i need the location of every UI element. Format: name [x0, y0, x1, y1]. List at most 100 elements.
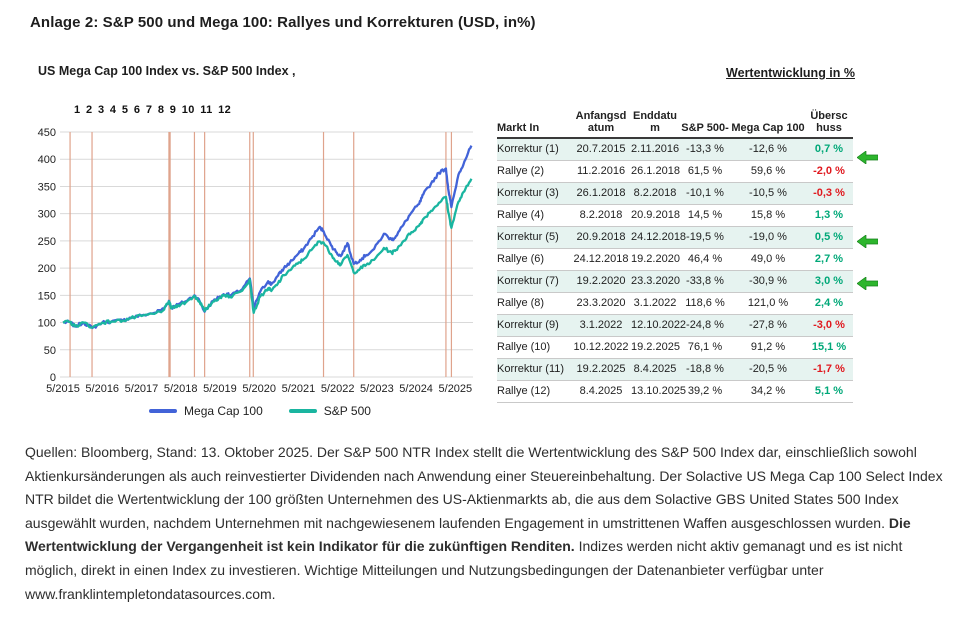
end-date: 2.11.2016: [631, 143, 680, 155]
excess-return: 5,1 %: [814, 385, 844, 397]
column-header: Überschuss: [810, 110, 848, 134]
table-row: Korrektur (5) 20.9.2018 24.12.2018 -19,5 % -…: [497, 227, 853, 249]
start-date: 19.2.2020: [576, 275, 626, 287]
green-left-arrow-icon: [857, 235, 878, 248]
market-phase: Korrektur (9): [497, 319, 559, 331]
y-axis-tick-label: 350: [38, 181, 56, 193]
x-axis-tick-label: 5/2016: [85, 383, 119, 395]
series-line: [62, 178, 473, 329]
x-axis-tick-label: 5/2015: [46, 383, 80, 395]
megacap-return: -19,0 %: [749, 231, 787, 243]
market-phase: Rallye (6): [497, 253, 545, 265]
y-axis-tick-label: 100: [38, 318, 56, 330]
market-phase: Korrektur (3): [497, 187, 559, 199]
column-header: Enddatum: [633, 110, 677, 134]
footnote: Quellen: Bloomberg, Stand: 13. Oktober 2…: [25, 441, 953, 606]
footnote-text-after: Indizes werden nicht aktiv gemanagt und …: [25, 538, 903, 602]
column-header: Markt In: [497, 122, 540, 134]
end-date: 13.10.2025: [631, 385, 687, 397]
x-axis-tick-label: 5/2018: [164, 383, 198, 395]
column-header: Anfangsdatum: [575, 110, 627, 134]
megacap-return: 59,6 %: [750, 165, 786, 177]
legend-item: S&P 500: [288, 404, 371, 418]
megacap-return: 91,2 %: [750, 341, 786, 353]
sp500-return: -24,8 %: [686, 319, 724, 331]
end-date: 20.9.2018: [631, 209, 680, 221]
megacap-return: 121,0 %: [747, 297, 789, 309]
excess-return: 1,3 %: [814, 209, 844, 221]
footnote-bold-text: Die Wertentwicklung der Vergangenheit is…: [25, 514, 911, 555]
table-row: Korrektur (11) 19.2.2025 8.4.2025 -18,8 % -2…: [497, 359, 853, 381]
sp500-return: -13,3 %: [686, 143, 724, 155]
end-date: 24.12.2018: [631, 231, 687, 243]
legend-swatch-icon: [288, 409, 317, 413]
table-row: Korrektur (9) 3.1.2022 12.10.2022 -24,8 % -2…: [497, 315, 853, 337]
x-axis-tick-label: 5/2025: [439, 383, 473, 395]
start-date: 20.9.2018: [576, 231, 626, 243]
table-body: Korrektur (1) 20.7.2015 2.11.2016 -13,3 % -1…: [497, 139, 853, 403]
page-title: Anlage 2: S&P 500 und Mega 100: Rallyes …: [30, 14, 536, 31]
megacap-return: -30,9 %: [749, 275, 787, 287]
x-axis-tick-label: 5/2017: [125, 383, 159, 395]
market-phase: Rallye (4): [497, 209, 545, 221]
excess-return: -0,3 %: [813, 187, 845, 199]
market-phase: Korrektur (11): [497, 363, 565, 375]
table-header-row: Markt In Anfangsdatum Enddatum S&P 500- Mega…: [497, 110, 853, 139]
end-date: 23.3.2020: [631, 275, 680, 287]
excess-return: 2,4 %: [814, 297, 844, 309]
sp500-return: 118,6 %: [685, 297, 725, 309]
start-date: 8.4.2025: [579, 385, 623, 397]
y-axis-tick-label: 400: [38, 154, 56, 166]
start-date: 24.12.2018: [573, 253, 629, 265]
sp500-return: -33,8 %: [686, 275, 724, 287]
x-axis-tick-label: 5/2022: [321, 383, 355, 395]
y-axis-tick-label: 450: [38, 127, 56, 139]
start-date: 3.1.2022: [579, 319, 623, 331]
x-axis-tick-label: 5/2020: [242, 383, 276, 395]
end-date: 26.1.2018: [631, 165, 680, 177]
table-row: Korrektur (1) 20.7.2015 2.11.2016 -13,3 % -1…: [497, 139, 853, 161]
sp500-return: -18,8 %: [686, 363, 724, 375]
market-phase: Korrektur (5): [497, 231, 559, 243]
line-chart: 0 50 100 150 200 250 300 350 400 450 5/2015 5/2016 5…: [38, 127, 473, 395]
chart-legend: Mega Cap 100 S&P 500: [30, 404, 490, 418]
start-date: 19.2.2025: [576, 363, 626, 375]
end-date: 8.2.2018: [633, 187, 677, 199]
x-axis-tick-label: 5/2024: [399, 383, 433, 395]
excess-return: 3,0 %: [814, 275, 844, 287]
market-phase: Rallye (8): [497, 297, 545, 309]
sp500-return: 61,5 %: [687, 165, 723, 177]
megacap-return: -27,8 %: [749, 319, 787, 331]
table-row: Rallye (2) 11.2.2016 26.1.2018 61,5 % 59,6 %…: [497, 161, 853, 183]
performance-table: Markt In Anfangsdatum Enddatum S&P 500- Mega…: [497, 110, 853, 403]
table-heading: Wertentwicklung in %: [726, 66, 855, 80]
sp500-return: -10,1 %: [686, 187, 724, 199]
megacap-return: 34,2 %: [750, 385, 786, 397]
excess-return: 0,5 %: [814, 231, 844, 243]
market-phase: Korrektur (1): [497, 143, 559, 155]
megacap-return: 49,0 %: [750, 253, 786, 265]
legend-item: Mega Cap 100: [149, 404, 263, 418]
y-axis-tick-label: 300: [38, 209, 56, 221]
table-row: Rallye (10) 10.12.2022 19.2.2025 76,1 % 91,2…: [497, 337, 853, 359]
table-row: Korrektur (7) 19.2.2020 23.3.2020 -33,8 % -3…: [497, 271, 853, 293]
start-date: 26.1.2018: [576, 187, 626, 199]
start-date: 10.12.2022: [573, 341, 629, 353]
table-row: Korrektur (3) 26.1.2018 8.2.2018 -10,1 % -10…: [497, 183, 853, 205]
market-phase: Korrektur (7): [497, 275, 559, 287]
y-axis-tick-label: 250: [38, 236, 56, 248]
footnote-text: Quellen: Bloomberg, Stand: 13. Oktober 2…: [25, 444, 943, 531]
excess-return: 15,1 %: [811, 341, 847, 353]
event-sequence-labels: 1 2 3 4 5 6 7 8 9 10 11 12: [74, 104, 232, 116]
green-left-arrow-icon: [857, 151, 878, 164]
x-axis-tick-label: 5/2019: [203, 383, 237, 395]
legend-swatch-icon: [149, 409, 178, 413]
green-left-arrow-icon: [857, 277, 878, 290]
y-axis-tick-label: 200: [38, 263, 56, 275]
end-date: 19.2.2025: [631, 341, 680, 353]
excess-return: -3,0 %: [813, 319, 845, 331]
table-row: Rallye (12) 8.4.2025 13.10.2025 39,2 % 34,2 …: [497, 381, 853, 403]
sp500-return: 76,1 %: [687, 341, 723, 353]
sp500-return: 46,4 %: [687, 253, 723, 265]
megacap-return: 15,8 %: [750, 209, 786, 221]
